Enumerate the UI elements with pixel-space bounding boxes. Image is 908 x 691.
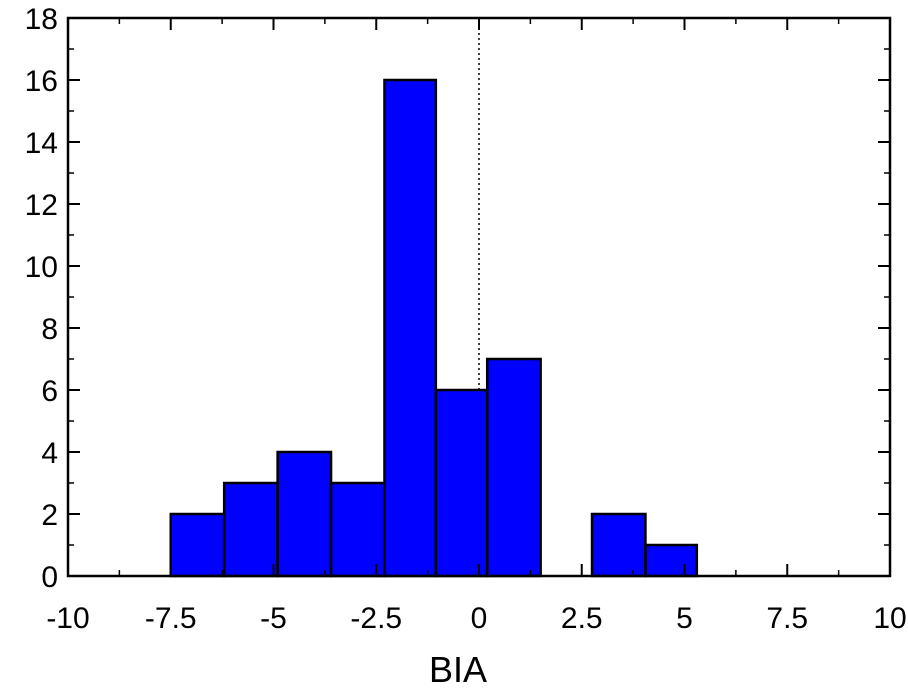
histogram-bar-2 — [222, 481, 279, 578]
histogram-bar-4 — [329, 481, 386, 578]
histogram-bar-9 — [644, 543, 699, 578]
histogram-bar-5 — [383, 78, 438, 578]
x-tick-label: -5 — [260, 602, 287, 635]
y-tick-label: 0 — [41, 561, 58, 594]
x-tick-label: -10 — [46, 602, 89, 635]
y-tick-label: 6 — [41, 375, 58, 408]
x-tick-label: 5 — [676, 602, 693, 635]
histogram-bar-6 — [434, 388, 489, 578]
x-tick-label: 10 — [873, 602, 906, 635]
histogram-bar-7 — [485, 357, 542, 578]
y-tick-label: 18 — [25, 3, 58, 36]
x-tick-label: 2.5 — [561, 602, 603, 635]
y-tick-label: 14 — [25, 127, 58, 160]
histogram-bar-1 — [169, 512, 226, 578]
y-tick-label: 12 — [25, 189, 58, 222]
x-tick-label: 0 — [471, 602, 488, 635]
y-tick-label: 16 — [25, 65, 58, 98]
x-axis-title: BIA — [429, 649, 487, 690]
histogram-bar-3 — [276, 450, 333, 578]
x-tick-labels: -10 -7.5 -5 -2.5 0 2.5 5 7.5 10 — [46, 602, 906, 635]
y-tick-label: 4 — [41, 437, 58, 470]
y-tick-label: 2 — [41, 499, 58, 532]
ticks-group — [67, 17, 891, 577]
histogram-bar-8 — [590, 512, 647, 578]
y-tick-label: 10 — [25, 251, 58, 284]
bars-group — [169, 78, 699, 578]
y-tick-labels: 0 2 4 6 8 10 12 14 16 18 — [25, 3, 58, 594]
x-tick-label: 7.5 — [766, 602, 808, 635]
x-tick-label: -2.5 — [350, 602, 402, 635]
y-tick-label: 8 — [41, 313, 58, 346]
x-tick-label: -7.5 — [145, 602, 197, 635]
